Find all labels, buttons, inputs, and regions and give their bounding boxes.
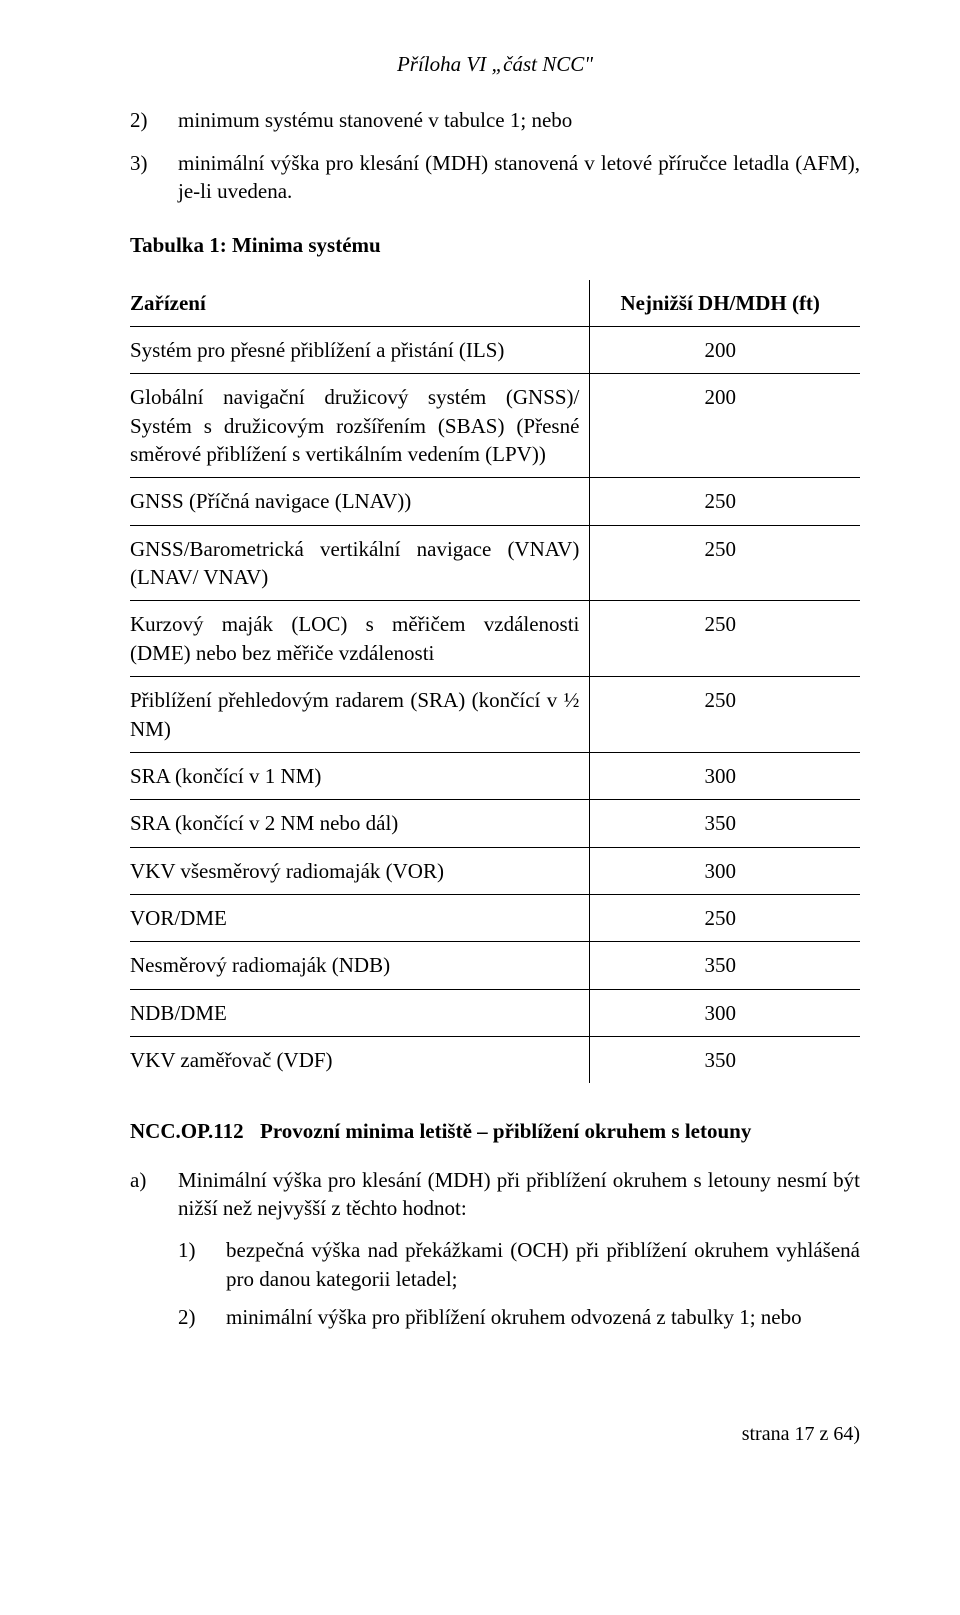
cell-label: SRA (končící v 2 NM nebo dál) (130, 800, 590, 847)
cell-value: 350 (590, 800, 860, 847)
para-text: Minimální výška pro klesání (MDH) při př… (178, 1166, 860, 1223)
list-num: 3) (130, 149, 178, 206)
table-row: GNSS (Příčná navigace (LNAV))250 (130, 478, 860, 525)
sublist-item-2: 2) minimální výška pro přiblížení okruhe… (178, 1303, 908, 1331)
cell-label: Systém pro přesné přiblížení a přistání … (130, 327, 590, 374)
cell-value: 250 (590, 601, 860, 677)
table-row: VOR/DME250 (130, 894, 860, 941)
minima-table: Zařízení Nejnižší DH/MDH (ft) Systém pro… (130, 280, 860, 1084)
table-row: Kurzový maják (LOC) s měřičem vzdálenost… (130, 601, 860, 677)
cell-value: 200 (590, 374, 860, 478)
table-row: Přiblížení přehledovým radarem (SRA) (ko… (130, 677, 860, 753)
para-a: a) Minimální výška pro klesání (MDH) při… (130, 1166, 860, 1223)
cell-value: 200 (590, 327, 860, 374)
cell-label: Nesměrový radiomaják (NDB) (130, 942, 590, 989)
table-row: Globální navigační družicový systém (GNS… (130, 374, 860, 478)
sublist-num: 2) (178, 1303, 226, 1331)
cell-value: 250 (590, 478, 860, 525)
cell-value: 350 (590, 942, 860, 989)
table-row: Systém pro přesné přiblížení a přistání … (130, 327, 860, 374)
cell-value: 300 (590, 989, 860, 1036)
list-item-3: 3) minimální výška pro klesání (MDH) sta… (130, 149, 860, 206)
list-text: minimální výška pro klesání (MDH) stanov… (178, 149, 860, 206)
table-row: SRA (končící v 2 NM nebo dál)350 (130, 800, 860, 847)
sublist-item-1: 1) bezpečná výška nad překážkami (OCH) p… (178, 1236, 908, 1293)
cell-label: GNSS (Příčná navigace (LNAV)) (130, 478, 590, 525)
list-item-2: 2) minimum systému stanovené v tabulce 1… (130, 106, 860, 134)
sublist-num: 1) (178, 1236, 226, 1293)
table-row: SRA (končící v 1 NM)300 (130, 752, 860, 799)
table-row: VKV všesměrový radiomaják (VOR)300 (130, 847, 860, 894)
page-header: Příloha VI „část NCC" (130, 50, 860, 78)
list-text: minimum systému stanovené v tabulce 1; n… (178, 106, 860, 134)
cell-label: VOR/DME (130, 894, 590, 941)
cell-value: 250 (590, 677, 860, 753)
col-header-device: Zařízení (130, 280, 590, 327)
sublist-text: bezpečná výška nad překážkami (OCH) při … (226, 1236, 908, 1293)
cell-value: 350 (590, 1036, 860, 1083)
cell-label: VKV všesměrový radiomaják (VOR) (130, 847, 590, 894)
table-header-row: Zařízení Nejnižší DH/MDH (ft) (130, 280, 860, 327)
cell-value: 300 (590, 752, 860, 799)
cell-value: 300 (590, 847, 860, 894)
cell-value: 250 (590, 894, 860, 941)
table-row: VKV zaměřovač (VDF)350 (130, 1036, 860, 1083)
cell-label: SRA (končící v 1 NM) (130, 752, 590, 799)
table-row: Nesměrový radiomaják (NDB)350 (130, 942, 860, 989)
cell-label: NDB/DME (130, 989, 590, 1036)
cell-label: GNSS/Barometrická vertikální navigace (V… (130, 525, 590, 601)
cell-value: 250 (590, 525, 860, 601)
table-row: NDB/DME300 (130, 989, 860, 1036)
cell-label: Globální navigační družicový systém (GNS… (130, 374, 590, 478)
table-row: GNSS/Barometrická vertikální navigace (V… (130, 525, 860, 601)
cell-label: VKV zaměřovač (VDF) (130, 1036, 590, 1083)
table-title: Tabulka 1: Minima systému (130, 231, 860, 259)
list-num: 2) (130, 106, 178, 134)
cell-label: Přiblížení přehledovým radarem (SRA) (ko… (130, 677, 590, 753)
section-title: Provozní minima letiště – přiblížení okr… (260, 1117, 860, 1145)
cell-label: Kurzový maják (LOC) s měřičem vzdálenost… (130, 601, 590, 677)
section-code: NCC.OP.112 (130, 1117, 260, 1145)
page-footer: strana 17 z 64) (130, 1421, 860, 1448)
para-num: a) (130, 1166, 178, 1223)
section-heading: NCC.OP.112 Provozní minima letiště – při… (130, 1117, 860, 1145)
sublist-text: minimální výška pro přiblížení okruhem o… (226, 1303, 908, 1331)
col-header-value: Nejnižší DH/MDH (ft) (590, 280, 860, 327)
